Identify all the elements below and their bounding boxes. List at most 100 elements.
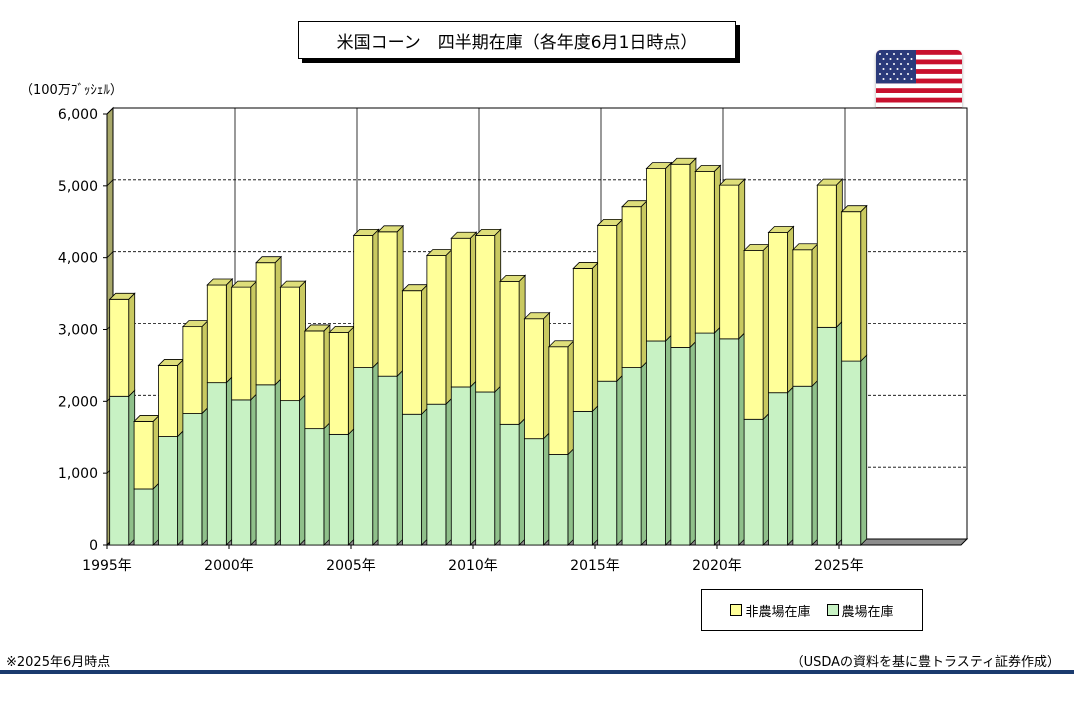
bar-top-nonfarm bbox=[499, 274, 527, 282]
bar-nonfarm bbox=[328, 331, 349, 435]
y-tick-label: 2,000 bbox=[58, 394, 98, 410]
bar-top-nonfarm bbox=[206, 278, 234, 286]
bar-nonfarm bbox=[646, 168, 666, 342]
bar-farm bbox=[719, 338, 740, 546]
bar-nonfarm bbox=[841, 211, 862, 362]
x-tick-label: 2015年 bbox=[570, 558, 620, 574]
bar-top-nonfarm bbox=[303, 324, 331, 332]
bar-nonfarm bbox=[133, 421, 154, 490]
bar-farm bbox=[572, 410, 593, 546]
y-tick-label: 6,000 bbox=[58, 107, 98, 123]
bar-nonfarm bbox=[792, 249, 813, 387]
bar-nonfarm bbox=[816, 184, 837, 328]
x-tick-label: 2000年 bbox=[204, 558, 254, 574]
bar-nonfarm bbox=[402, 290, 422, 415]
bar-farm bbox=[646, 340, 666, 546]
y-tick-label: 1,000 bbox=[58, 466, 98, 482]
bar-top-nonfarm bbox=[450, 231, 478, 239]
bar-farm bbox=[450, 386, 471, 546]
bar-nonfarm bbox=[768, 232, 788, 394]
bar-farm bbox=[816, 326, 837, 546]
bar-nonfarm bbox=[255, 262, 276, 386]
bar-nonfarm bbox=[182, 326, 203, 414]
x-tick-label: 2005年 bbox=[326, 558, 376, 574]
bar-farm bbox=[768, 392, 788, 546]
bar-farm bbox=[255, 384, 276, 546]
y-grid-line-side bbox=[106, 107, 114, 115]
bar-top-nonfarm bbox=[279, 280, 307, 288]
footnote: ※2025年6月時点 bbox=[6, 655, 111, 670]
bar-nonfarm bbox=[353, 234, 374, 368]
bar-nonfarm bbox=[377, 231, 398, 377]
y-grid-line-side bbox=[106, 251, 114, 258]
legend-item-farm: 農場在庫 bbox=[826, 601, 894, 620]
bar-farm bbox=[353, 367, 374, 546]
bar-farm bbox=[524, 438, 544, 546]
bar-nonfarm bbox=[231, 286, 252, 401]
bar-top-nonfarm bbox=[694, 165, 722, 172]
bar-nonfarm bbox=[304, 330, 325, 430]
bar-top-nonfarm bbox=[718, 178, 746, 186]
y-tick-label: 5,000 bbox=[58, 179, 98, 195]
bar-farm bbox=[231, 399, 252, 546]
bar-top-nonfarm bbox=[523, 312, 551, 320]
chart-legend: 非農場在庫 農場在庫 bbox=[701, 589, 923, 631]
bar-nonfarm bbox=[743, 250, 764, 420]
y-grid-line-side bbox=[106, 179, 114, 187]
bar-side-nonfarm bbox=[128, 292, 136, 398]
legend-swatch-nonfarm bbox=[730, 604, 743, 616]
bar-nonfarm bbox=[524, 318, 544, 440]
bar-top-nonfarm bbox=[108, 292, 136, 300]
bar-nonfarm bbox=[597, 224, 618, 382]
bar-top-nonfarm bbox=[474, 228, 502, 236]
bar-side-nonfarm bbox=[860, 204, 868, 363]
bar-nonfarm bbox=[572, 268, 593, 412]
bar-farm bbox=[548, 454, 569, 546]
bar-nonfarm bbox=[694, 171, 715, 334]
bar-farm bbox=[841, 360, 862, 546]
bottom-rule bbox=[0, 670, 1074, 674]
bar-nonfarm bbox=[450, 237, 471, 388]
bar-nonfarm bbox=[280, 286, 300, 402]
chart-title: 米国コーン 四半期在庫（各年度6月1日時点） bbox=[298, 21, 736, 59]
bar-farm bbox=[621, 367, 642, 546]
bar-nonfarm bbox=[719, 184, 740, 340]
legend-label-nonfarm: 非農場在庫 bbox=[745, 604, 811, 620]
bar-farm bbox=[475, 391, 496, 546]
bar-farm bbox=[182, 413, 203, 546]
bar-farm bbox=[792, 385, 813, 546]
bar-farm bbox=[206, 382, 227, 546]
y-axis-unit: （100万ﾌﾞｯｼｪﾙ） bbox=[20, 83, 123, 98]
bar-top-nonfarm bbox=[255, 256, 283, 264]
bar-farm bbox=[597, 380, 618, 546]
bar-farm bbox=[426, 403, 447, 546]
bar-farm bbox=[402, 413, 422, 546]
bar-nonfarm bbox=[158, 365, 178, 437]
bar-farm bbox=[694, 332, 715, 546]
bar-top-nonfarm bbox=[352, 228, 380, 236]
x-tick-label: 2010年 bbox=[448, 558, 498, 574]
x-tick-label: 2025年 bbox=[814, 558, 864, 574]
bar-top-nonfarm bbox=[669, 157, 697, 165]
bar-farm bbox=[670, 347, 691, 546]
y-tick-label: 4,000 bbox=[58, 251, 98, 267]
x-tick-label: 2020年 bbox=[692, 558, 742, 574]
bar-nonfarm bbox=[621, 206, 642, 368]
legend-item-nonfarm: 非農場在庫 bbox=[730, 601, 811, 620]
y-tick-label: 3,000 bbox=[58, 323, 98, 339]
bar-top-nonfarm bbox=[840, 205, 868, 213]
legend-swatch-farm bbox=[826, 604, 839, 616]
bar-farm bbox=[328, 433, 349, 546]
source-note: （USDAの資料を基に豊トラスティ証券作成） bbox=[790, 655, 1060, 670]
bar-nonfarm bbox=[499, 280, 520, 425]
bar-nonfarm bbox=[109, 298, 130, 397]
bar-farm bbox=[377, 375, 398, 546]
legend-label-farm: 農場在庫 bbox=[841, 604, 894, 620]
bar-nonfarm bbox=[670, 163, 691, 348]
bar-farm bbox=[304, 428, 325, 546]
bar-farm bbox=[158, 436, 178, 546]
bar-farm bbox=[499, 423, 520, 546]
bar-top-nonfarm bbox=[377, 225, 405, 233]
x-tick-label: 1995年 bbox=[82, 558, 132, 574]
